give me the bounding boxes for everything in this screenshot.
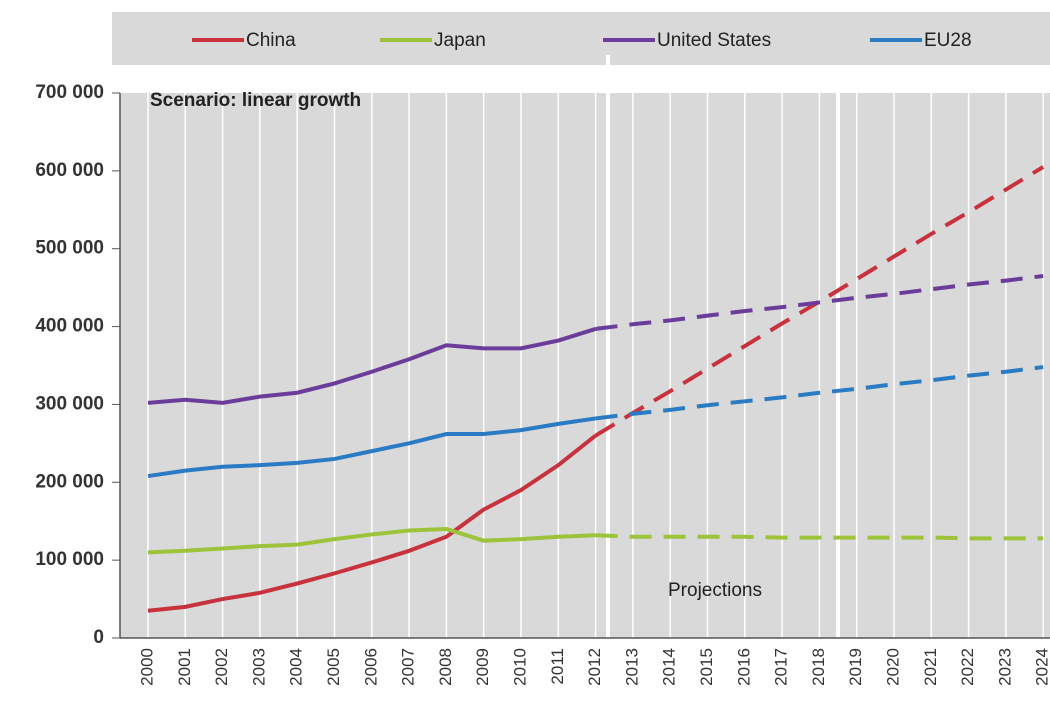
x-tick-label: 2000: [137, 648, 156, 686]
x-tick-label: 2012: [585, 648, 604, 686]
y-tick-label: 500 000: [35, 238, 104, 259]
x-tick-label: 2003: [249, 648, 268, 686]
series-line: [147, 434, 597, 613]
x-tick-label: 2014: [660, 648, 679, 686]
series-line: [147, 526, 596, 555]
x-tick-label: 2022: [958, 648, 977, 686]
legend-label: Japan: [434, 30, 486, 51]
projection-line: [594, 165, 1045, 438]
x-tick-label: 2006: [361, 648, 380, 686]
y-tick-label: 100 000: [35, 549, 104, 570]
scenario-label: Scenario: linear growth: [150, 90, 361, 111]
x-tick-label: 2010: [510, 648, 529, 686]
x-tick-label: 2023: [995, 648, 1014, 686]
projection-line: [595, 533, 1044, 541]
x-tick-label: 2024: [1033, 648, 1050, 686]
legend-label: EU28: [924, 30, 972, 51]
x-tick-label: 2019: [846, 648, 865, 686]
y-tick-label: 200 000: [35, 471, 104, 492]
y-tick-label: 300 000: [35, 393, 104, 414]
x-tick-label: 2016: [734, 648, 753, 686]
legend-label: United States: [657, 30, 771, 51]
x-tick-label: 2001: [175, 648, 194, 686]
series-line: [147, 416, 596, 479]
x-tick-label: 2021: [921, 648, 940, 686]
x-tick-label: 2020: [883, 648, 902, 686]
x-tick-label: 2017: [772, 648, 791, 686]
y-tick-label: 400 000: [35, 316, 104, 337]
x-tick-label: 2004: [287, 648, 306, 686]
y-tick-label: 0: [93, 627, 104, 648]
projection-line: [595, 273, 1044, 331]
x-tick-label: 2005: [324, 648, 343, 686]
projection-line: [595, 365, 1044, 421]
x-tick-label: 2009: [473, 648, 492, 686]
y-tick-label: 700 000: [35, 82, 104, 103]
y-tick-label: 600 000: [35, 160, 104, 181]
x-tick-label: 2018: [809, 648, 828, 686]
x-tick-label: 2013: [622, 648, 641, 686]
x-tick-label: 2015: [697, 648, 716, 686]
projections-label: Projections: [668, 580, 762, 601]
x-tick-label: 2011: [548, 648, 567, 685]
legend-label: China: [246, 30, 296, 51]
x-tick-label: 2007: [399, 648, 418, 686]
series-line: [147, 326, 597, 405]
x-tick-label: 2008: [436, 648, 455, 686]
x-tick-label: 2002: [212, 648, 231, 686]
